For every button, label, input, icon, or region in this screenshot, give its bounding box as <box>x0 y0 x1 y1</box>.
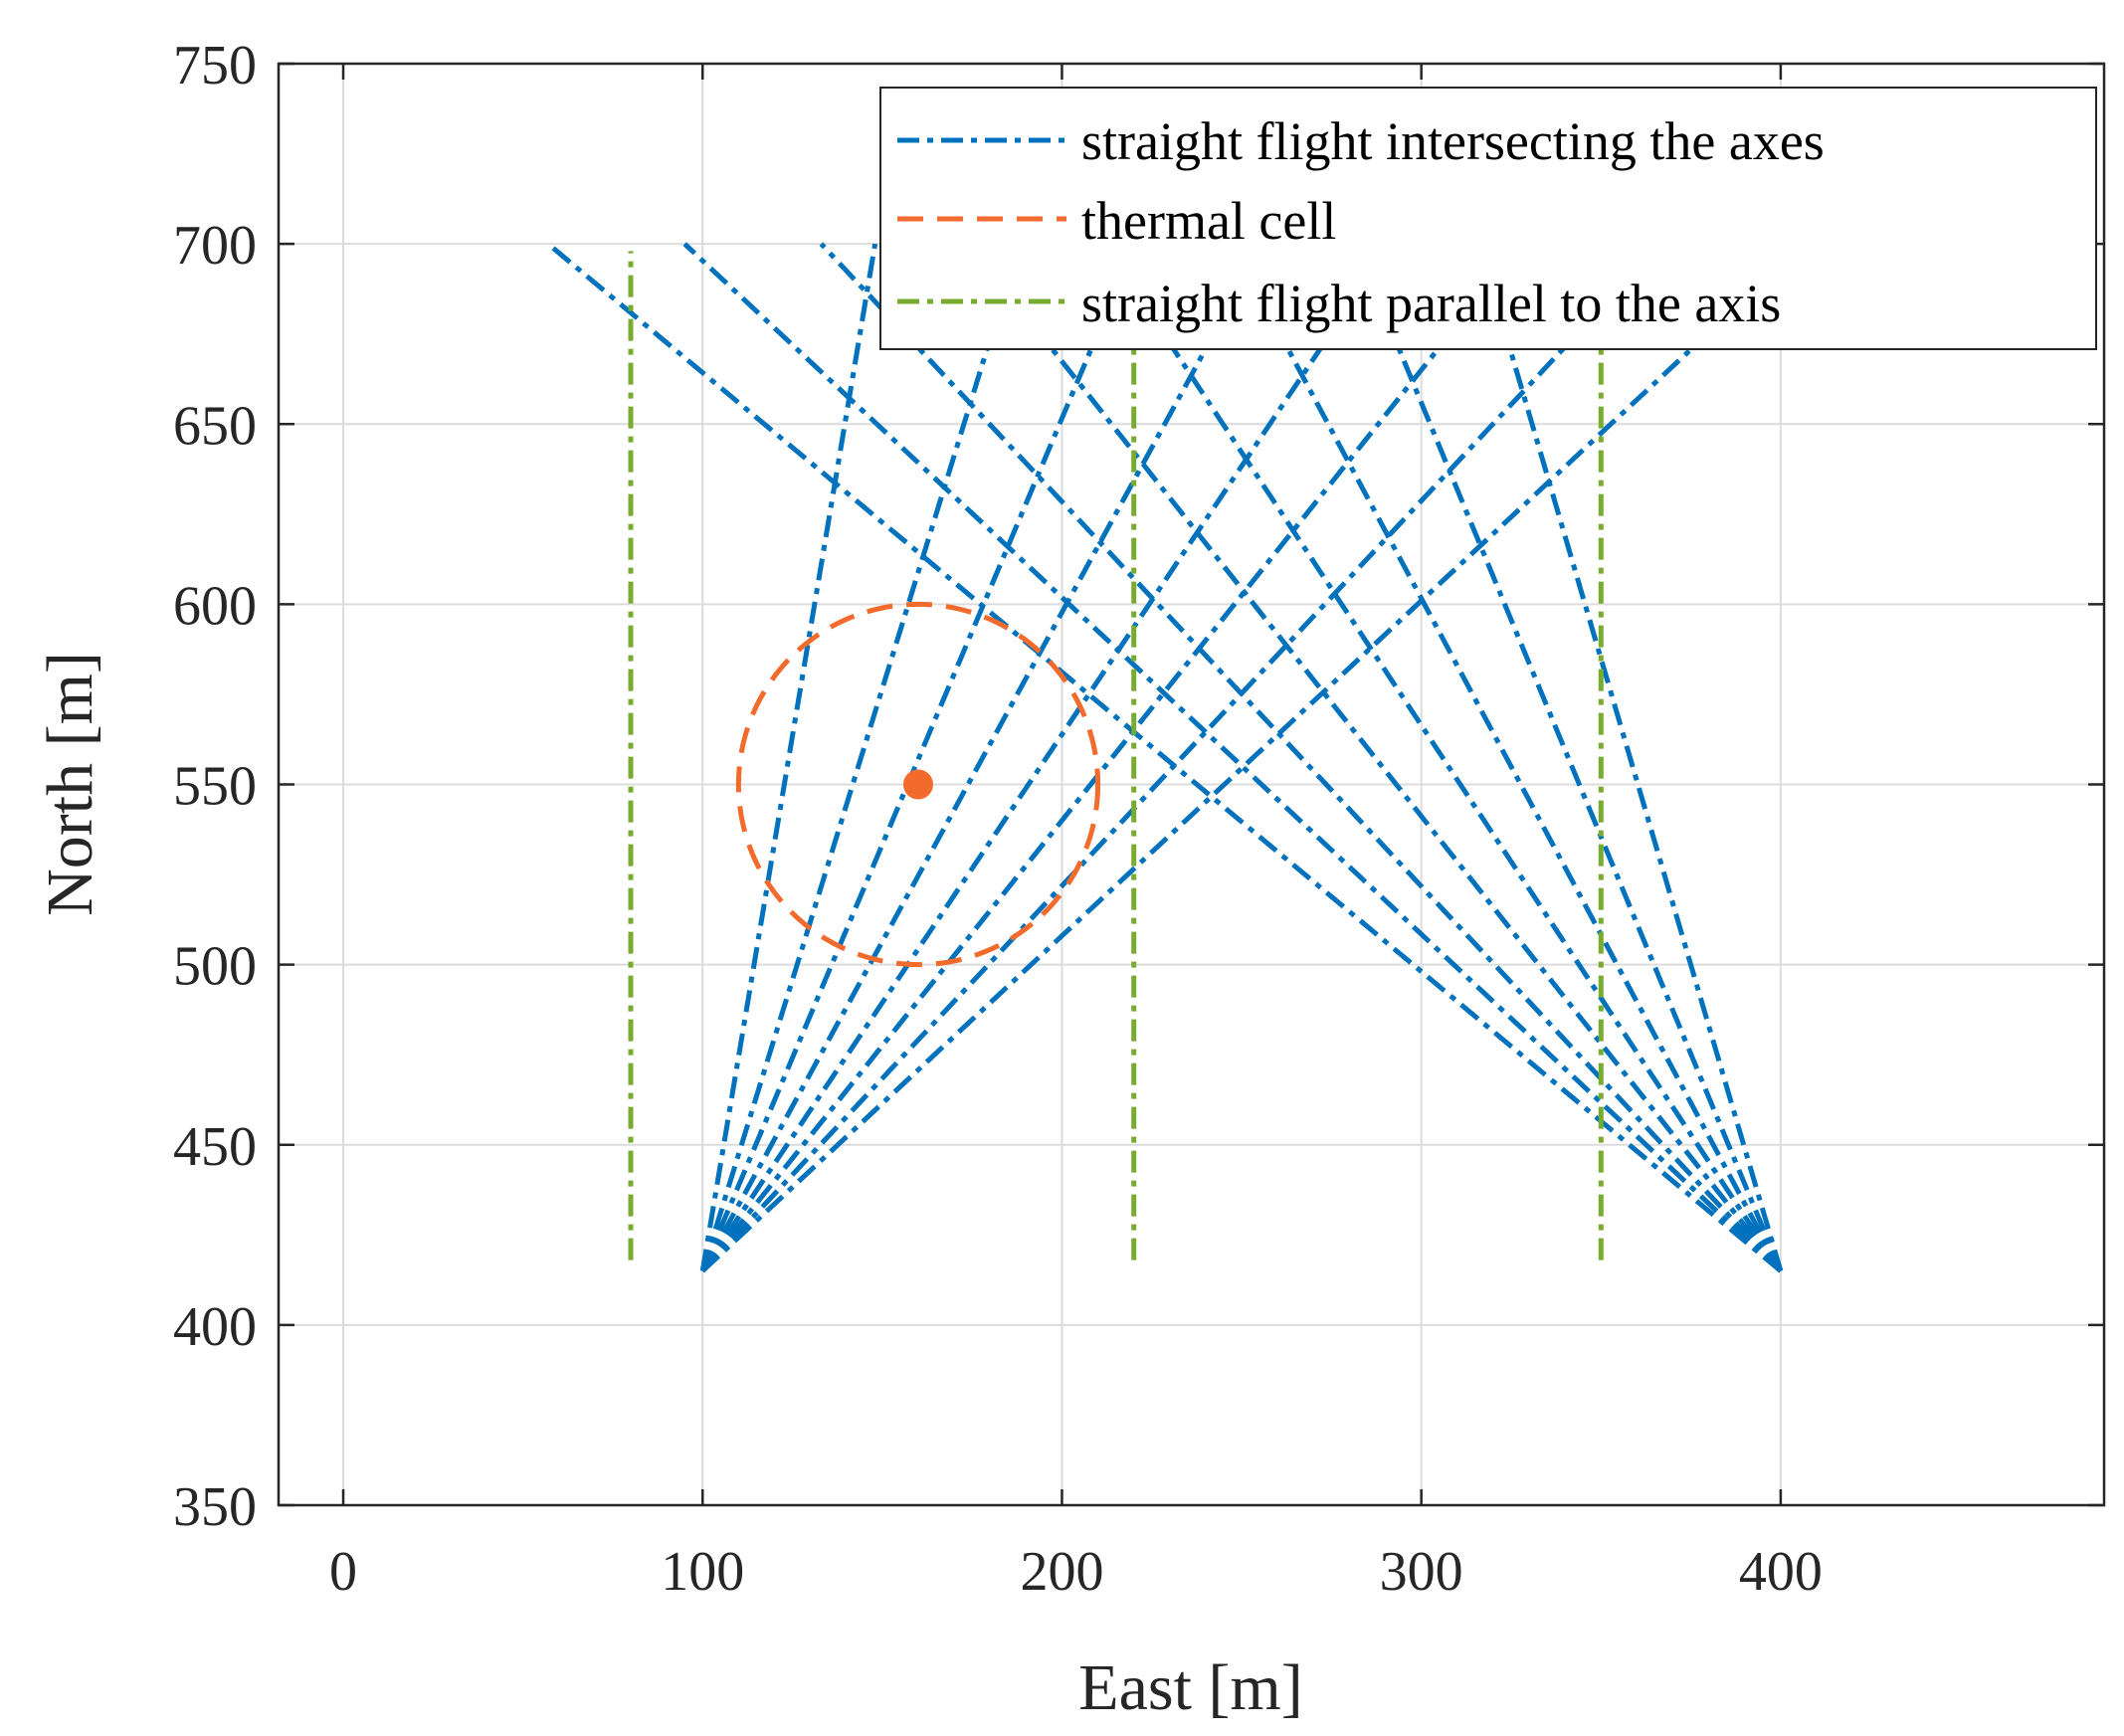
y-tick-label: 450 <box>173 1116 257 1178</box>
y-tick-label: 700 <box>173 215 257 277</box>
intersecting-flight-line <box>1497 314 1784 1272</box>
intersecting-flight-line <box>700 314 1466 1273</box>
y-tick-label: 600 <box>173 575 257 637</box>
intersecting-flight-line <box>1383 314 1784 1272</box>
y-tick-label: 750 <box>173 35 257 96</box>
x-tick-label: 300 <box>1380 1541 1463 1603</box>
x-tick-label: 200 <box>1020 1541 1103 1603</box>
legend-box <box>879 87 2097 350</box>
ticks <box>279 62 2104 1507</box>
intersecting-flight-line <box>699 314 1000 1272</box>
tick-labels: 0 100 200 300 400 350 400 450 500 550 600 650 700 750 <box>173 35 1823 1603</box>
intersecting-flight-line <box>546 242 1783 1273</box>
y-tick-label: 550 <box>173 756 257 818</box>
legend: straight flight intersecting the axes th… <box>879 87 2097 350</box>
intersecting-flight-line <box>1149 314 1783 1272</box>
legend-label-thermal: thermal cell <box>1081 191 1336 251</box>
thermal-cell-center <box>902 769 933 800</box>
thermal-cell-circle <box>735 601 1101 968</box>
intersecting-flight-line <box>1267 314 1784 1272</box>
intersecting-flight-line <box>700 314 1227 1272</box>
intersecting-flight-line <box>1024 314 1783 1273</box>
intersecting-flight-line <box>700 314 1345 1272</box>
x-axis-label: East [m] <box>1078 1651 1302 1724</box>
intersecting-flight-line <box>819 242 1783 1273</box>
y-tick-label: 350 <box>173 1476 257 1538</box>
y-axis-label: North [m] <box>34 652 106 916</box>
intersecting-flight-line <box>700 313 1729 1273</box>
legend-label-intersecting: straight flight intersecting the axes <box>1081 111 1825 171</box>
x-tick-label: 100 <box>661 1541 744 1603</box>
x-tick-label: 400 <box>1739 1541 1823 1603</box>
flight-lines <box>546 242 1784 1273</box>
legend-label-parallel: straight flight parallel to the axis <box>1081 274 1781 333</box>
parallel-lines <box>628 251 1604 1260</box>
thermal-cell-group <box>735 601 1101 968</box>
x-tick-label: 0 <box>329 1541 357 1603</box>
plot-area <box>546 242 1784 1273</box>
intersecting-flight-line <box>682 242 1783 1273</box>
intersecting-flight-line <box>699 314 1108 1272</box>
y-tick-label: 500 <box>173 936 257 998</box>
y-tick-label: 650 <box>173 395 257 457</box>
y-tick-label: 400 <box>173 1296 257 1358</box>
